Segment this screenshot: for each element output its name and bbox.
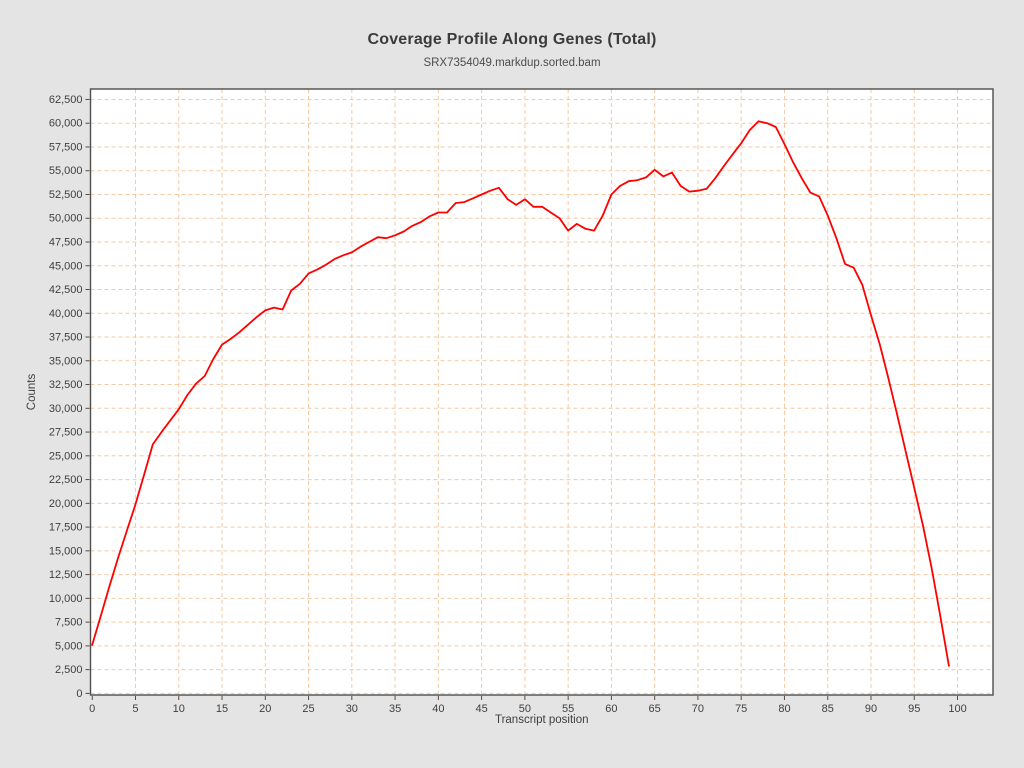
y-tick-label: 12,500 bbox=[49, 569, 83, 581]
y-tick-label: 52,500 bbox=[49, 189, 83, 201]
x-tick-label: 25 bbox=[302, 703, 314, 715]
x-tick-label: 95 bbox=[908, 703, 920, 715]
y-tick-label: 5,000 bbox=[55, 640, 83, 652]
axis-tick-labels: 0 2,500 5,000 7,500 10,000 12,500 15,000 17,500… bbox=[49, 94, 967, 715]
y-tick-label: 62,500 bbox=[49, 94, 83, 106]
x-tick-label: 55 bbox=[562, 703, 574, 715]
y-tick-label: 60,000 bbox=[49, 118, 83, 130]
y-tick-label: 42,500 bbox=[49, 284, 83, 296]
x-tick-label: 30 bbox=[346, 703, 358, 715]
x-tick-label: 60 bbox=[605, 703, 617, 715]
x-tick-label: 10 bbox=[173, 703, 185, 715]
chart-subtitle: SRX7354049.markdup.sorted.bam bbox=[423, 57, 601, 69]
y-tick-label: 45,000 bbox=[49, 260, 83, 272]
y-tick-label: 37,500 bbox=[49, 332, 83, 344]
x-tick-label: 75 bbox=[735, 703, 747, 715]
y-tick-label: 2,500 bbox=[55, 664, 83, 676]
x-tick-label: 5 bbox=[132, 703, 138, 715]
x-tick-label: 40 bbox=[432, 703, 444, 715]
plot-border bbox=[89, 88, 994, 696]
x-tick-label: 100 bbox=[948, 703, 966, 715]
x-tick-label: 35 bbox=[389, 703, 401, 715]
x-tick-label: 45 bbox=[475, 703, 487, 715]
y-tick-label: 15,000 bbox=[49, 545, 83, 557]
x-tick-label: 70 bbox=[692, 703, 704, 715]
x-tick-label: 80 bbox=[778, 703, 790, 715]
y-tick-label: 50,000 bbox=[49, 213, 83, 225]
y-tick-label: 35,000 bbox=[49, 355, 83, 367]
x-tick-label: 0 bbox=[89, 703, 95, 715]
coverage-series-line bbox=[91, 120, 950, 667]
y-tick-label: 22,500 bbox=[49, 474, 83, 486]
y-tick-label: 47,500 bbox=[49, 236, 83, 248]
y-tick-label: 57,500 bbox=[49, 141, 83, 153]
y-tick-label: 7,500 bbox=[55, 617, 83, 629]
y-tick-label: 10,000 bbox=[49, 593, 83, 605]
x-tick-label: 15 bbox=[216, 703, 228, 715]
x-tick-label: 90 bbox=[865, 703, 877, 715]
x-tick-label: 85 bbox=[822, 703, 834, 715]
y-axis-label: Counts bbox=[26, 374, 38, 411]
y-tick-label: 55,000 bbox=[49, 165, 83, 177]
y-tick-label: 27,500 bbox=[49, 427, 83, 439]
x-tick-label: 50 bbox=[519, 703, 531, 715]
axis-ticks bbox=[85, 98, 959, 700]
grid-lines bbox=[90, 89, 993, 695]
y-tick-label: 30,000 bbox=[49, 403, 83, 415]
y-tick-label: 32,500 bbox=[49, 379, 83, 391]
x-tick-label: 65 bbox=[649, 703, 661, 715]
chart-title: Coverage Profile Along Genes (Total) bbox=[367, 31, 657, 48]
plot-area bbox=[90, 89, 993, 695]
y-tick-label: 0 bbox=[76, 688, 82, 700]
y-tick-label: 17,500 bbox=[49, 522, 83, 534]
x-tick-label: 20 bbox=[259, 703, 271, 715]
x-axis-label: Transcript position bbox=[495, 714, 589, 726]
y-tick-label: 20,000 bbox=[49, 498, 83, 510]
y-tick-label: 40,000 bbox=[49, 308, 83, 320]
y-tick-label: 25,000 bbox=[49, 450, 83, 462]
